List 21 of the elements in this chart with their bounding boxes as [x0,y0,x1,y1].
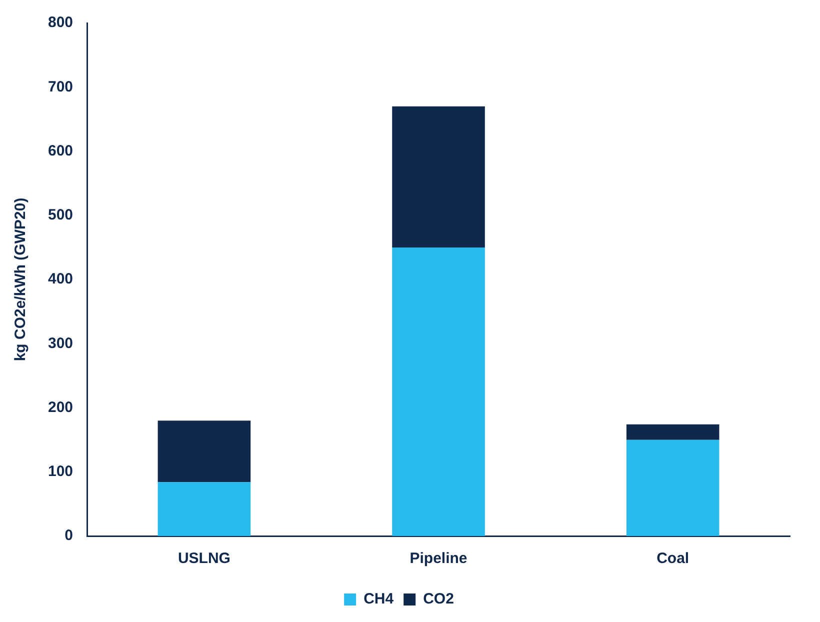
bar [626,424,720,440]
bar [626,440,720,536]
y-tick-label: 600 [48,142,74,160]
y-tick-label: 0 [64,527,74,544]
y-tick-label: 300 [48,334,74,352]
y-tick-label: 100 [48,463,74,480]
y-tick-label: 800 [48,14,74,32]
y-tick-label: 700 [48,78,74,96]
bar [392,106,485,248]
bar [158,420,251,482]
x-tick-label: USLNG [178,550,230,568]
y-axis-title: kg CO2e/kWh (GWP20) [12,198,30,362]
legend-label: CO2 [423,590,454,608]
y-tick-label: 500 [48,206,74,224]
y-tick-label: 200 [48,398,74,416]
x-tick-label: Coal [656,550,690,568]
bar [392,247,485,536]
legend-label: CH4 [364,590,394,608]
y-tick-label: 400 [48,270,74,288]
x-tick-label: Pipeline [410,550,468,568]
bar [158,482,251,536]
